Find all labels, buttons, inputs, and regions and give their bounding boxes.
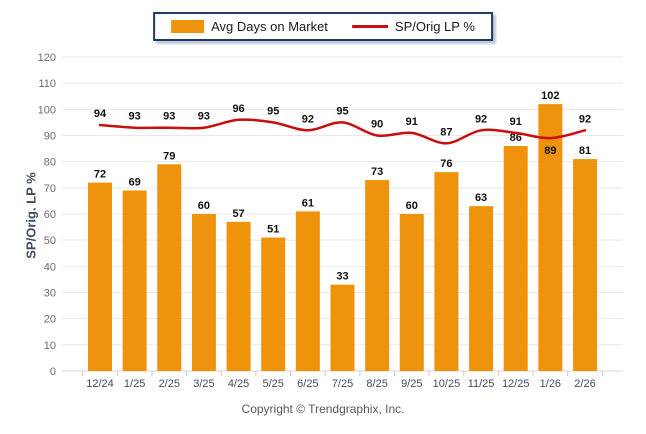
bar xyxy=(122,190,147,371)
line-value-label: 91 xyxy=(510,116,522,128)
bar-value-label: 61 xyxy=(302,197,314,209)
copyright-text: Copyright © Trendgraphix, Inc. xyxy=(241,402,405,416)
x-tick-label: 11/25 xyxy=(468,378,495,390)
x-tick-label: 12/25 xyxy=(502,378,530,390)
x-tick-label: 3/25 xyxy=(193,378,214,390)
x-tick-label: 5/25 xyxy=(263,378,284,390)
y-tick-label: 90 xyxy=(44,131,56,143)
y-tick-label: 30 xyxy=(44,288,56,300)
bar xyxy=(295,211,320,371)
x-tick-label: 4/25 xyxy=(228,378,249,390)
x-tick-label: 8/25 xyxy=(366,378,387,390)
bar xyxy=(191,214,216,371)
x-tick-label: 6/25 xyxy=(297,378,318,390)
bar-value-label: 60 xyxy=(198,200,210,212)
x-tick-label: 1/25 xyxy=(124,378,145,390)
x-tick-label: 7/25 xyxy=(332,378,353,390)
bar-series-swatch-icon xyxy=(171,20,205,33)
y-tick-label: 20 xyxy=(44,314,56,326)
y-tick-label: 10 xyxy=(44,340,56,352)
line-value-label: 93 xyxy=(129,111,141,123)
line-value-label: 91 xyxy=(406,116,418,128)
legend-item-sp-orig-lp: SP/Orig LP % xyxy=(351,19,475,34)
bar xyxy=(573,159,597,371)
bar-value-label: 76 xyxy=(440,158,452,170)
legend-item-avg-days: Avg Days on Market xyxy=(171,19,328,34)
x-tick-label: 12/24 xyxy=(86,378,114,390)
line-value-label: 95 xyxy=(267,105,279,117)
line-value-label: 96 xyxy=(232,103,244,115)
chart-legend: Avg Days on Market SP/Orig LP % xyxy=(153,12,493,41)
legend-label-avg-days: Avg Days on Market xyxy=(211,19,328,34)
line-series-swatch-icon xyxy=(351,25,388,28)
line-value-label: 87 xyxy=(440,126,452,138)
y-tick-label: 100 xyxy=(38,104,56,116)
line-value-label: 90 xyxy=(371,119,383,131)
y-tick-label: 0 xyxy=(50,366,56,378)
bar-value-label: 86 xyxy=(510,132,522,144)
bar xyxy=(226,221,251,371)
bar-value-label: 63 xyxy=(475,192,487,204)
bar-value-label: 81 xyxy=(579,145,591,157)
x-tick-label: 9/25 xyxy=(401,378,422,390)
line-value-label: 92 xyxy=(475,113,487,125)
y-tick-label: 60 xyxy=(44,209,56,221)
bar-value-label: 51 xyxy=(267,224,279,236)
y-tick-label: 40 xyxy=(44,261,56,273)
x-tick-label: 2/25 xyxy=(159,378,180,390)
bar xyxy=(434,172,459,371)
bar xyxy=(261,237,286,371)
line-value-label: 89 xyxy=(544,145,556,157)
bar xyxy=(503,145,528,371)
bar xyxy=(88,182,112,371)
bar-value-label: 57 xyxy=(232,208,244,220)
x-tick-label: 1/26 xyxy=(540,378,561,390)
bar xyxy=(330,284,355,371)
y-tick-label: 80 xyxy=(44,157,56,169)
bar-value-label: 60 xyxy=(406,200,418,212)
y-tick-label: 120 xyxy=(38,52,56,64)
bar xyxy=(365,179,390,371)
y-tick-label: 50 xyxy=(44,235,56,247)
line-value-label: 94 xyxy=(94,108,107,120)
y-tick-label: 70 xyxy=(44,183,56,195)
line-value-label: 93 xyxy=(163,111,175,123)
legend-label-sp-orig-lp: SP/Orig LP % xyxy=(394,19,475,34)
bar-value-label: 73 xyxy=(371,166,383,178)
y-axis-title: SP/Orig. LP % xyxy=(23,172,39,259)
line-series-path xyxy=(98,118,587,145)
bar xyxy=(469,206,494,371)
bar-value-label: 69 xyxy=(129,176,141,188)
bar-value-label: 79 xyxy=(163,150,175,162)
line-value-label: 92 xyxy=(302,113,314,125)
line-value-label: 92 xyxy=(579,113,591,125)
x-tick-label: 2/26 xyxy=(574,378,595,390)
bar xyxy=(157,164,182,371)
bar-value-label: 72 xyxy=(94,169,106,181)
bar xyxy=(538,104,563,371)
bar-value-label: 102 xyxy=(541,90,559,102)
line-value-label: 95 xyxy=(336,105,348,117)
line-value-label: 93 xyxy=(198,111,210,123)
x-tick-label: 10/25 xyxy=(433,378,461,390)
bar xyxy=(399,214,424,371)
bar-value-label: 33 xyxy=(336,271,348,283)
y-tick-label: 110 xyxy=(38,78,56,90)
